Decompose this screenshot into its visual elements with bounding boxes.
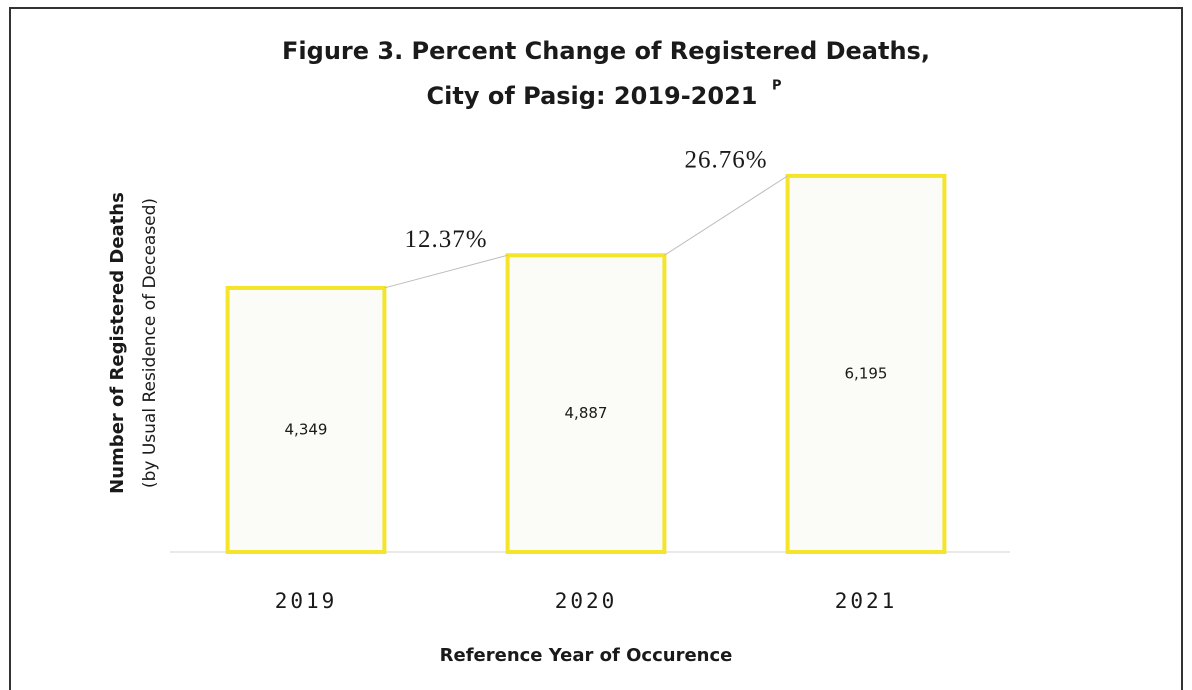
value-label: 4,349 (285, 420, 328, 438)
value-label: 4,887 (565, 404, 608, 422)
x-axis-label: Reference Year of Occurence (440, 645, 733, 666)
y-axis-label: Number of Registered Deaths (107, 192, 128, 494)
title-superscript: P (772, 79, 782, 94)
change-label: 26.76% (684, 147, 767, 174)
x-tick-label: 2021 (835, 589, 898, 613)
x-tick-label: 2019 (275, 589, 338, 613)
chart-title: City of Pasig: 2019-2021 (427, 82, 758, 110)
change-connector (664, 175, 788, 256)
chart-title: Figure 3. Percent Change of Registered D… (282, 37, 930, 65)
x-tick-label: 2020 (555, 589, 618, 613)
change-label: 12.37% (404, 226, 487, 253)
change-connector (384, 254, 508, 289)
y-axis-label: (by Usual Residence of Deceased) (140, 198, 160, 488)
frame (9, 7, 1183, 690)
value-label: 6,195 (845, 364, 888, 382)
bar (785, 173, 947, 554)
bar (505, 253, 667, 555)
bar (225, 285, 387, 554)
